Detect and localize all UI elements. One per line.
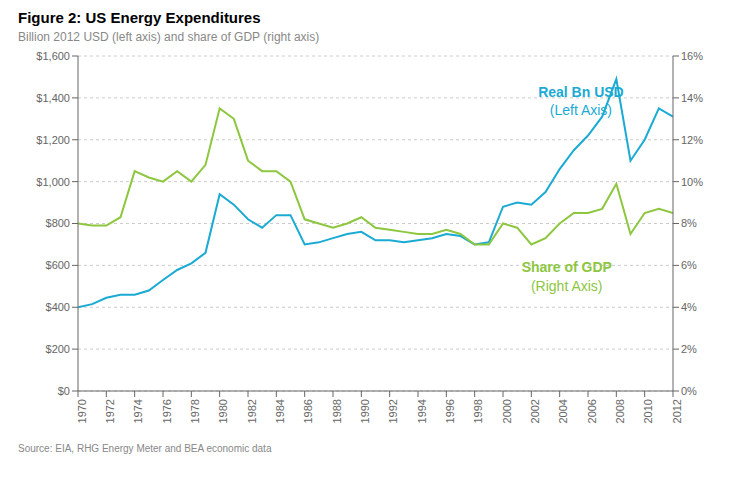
svg-text:6%: 6% xyxy=(681,259,697,271)
svg-text:1994: 1994 xyxy=(416,399,428,423)
svg-text:2012: 2012 xyxy=(671,399,683,423)
html-text:Figure 2: US Energy Expenditur: Figure 2: US Energy Expenditures xyxy=(18,9,261,26)
svg-text:Real Bn USD: Real Bn USD xyxy=(538,84,624,100)
svg-text:(Right Axis): (Right Axis) xyxy=(531,278,603,294)
svg-text:1970: 1970 xyxy=(76,399,88,423)
svg-text:1984: 1984 xyxy=(274,399,286,423)
svg-text:2000: 2000 xyxy=(501,399,513,423)
svg-text:$0: $0 xyxy=(58,385,70,397)
svg-text:Share of GDP: Share of GDP xyxy=(522,259,612,275)
svg-text:2004: 2004 xyxy=(557,399,569,423)
svg-text:8%: 8% xyxy=(681,217,697,229)
svg-text:1978: 1978 xyxy=(189,399,201,423)
svg-text:1988: 1988 xyxy=(331,399,343,423)
svg-text:1982: 1982 xyxy=(246,399,258,423)
svg-text:2008: 2008 xyxy=(614,399,626,423)
svg-text:$1,400: $1,400 xyxy=(36,92,70,104)
svg-text:2%: 2% xyxy=(681,343,697,355)
svg-text:0%: 0% xyxy=(681,385,697,397)
svg-text:1976: 1976 xyxy=(161,399,173,423)
svg-text:2002: 2002 xyxy=(529,399,541,423)
svg-text:1972: 1972 xyxy=(104,399,116,423)
svg-text:14%: 14% xyxy=(681,92,703,104)
svg-text:(Left Axis): (Left Axis) xyxy=(550,102,612,118)
svg-text:1990: 1990 xyxy=(359,399,371,423)
html-text:Source: EIA, RHG Energy Meter: Source: EIA, RHG Energy Meter and BEA ec… xyxy=(18,443,272,454)
svg-text:1998: 1998 xyxy=(472,399,484,423)
svg-text:1992: 1992 xyxy=(387,399,399,423)
svg-text:$1,200: $1,200 xyxy=(36,134,70,146)
svg-text:1974: 1974 xyxy=(132,399,144,423)
svg-text:2006: 2006 xyxy=(586,399,598,423)
svg-text:1986: 1986 xyxy=(302,399,314,423)
svg-text:10%: 10% xyxy=(681,176,703,188)
html-text:Billion 2012 USD (left axis) a: Billion 2012 USD (left axis) and share o… xyxy=(18,30,320,44)
svg-text:$200: $200 xyxy=(46,343,70,355)
svg-text:$400: $400 xyxy=(46,301,70,313)
svg-text:$1,000: $1,000 xyxy=(36,176,70,188)
svg-text:1996: 1996 xyxy=(444,399,456,423)
svg-text:4%: 4% xyxy=(681,301,697,313)
svg-text:$800: $800 xyxy=(46,217,70,229)
svg-text:12%: 12% xyxy=(681,134,703,146)
svg-text:$1,600: $1,600 xyxy=(36,50,70,62)
svg-text:16%: 16% xyxy=(681,50,703,62)
svg-text:2010: 2010 xyxy=(642,399,654,423)
svg-text:1980: 1980 xyxy=(217,399,229,423)
svg-text:$600: $600 xyxy=(46,259,70,271)
